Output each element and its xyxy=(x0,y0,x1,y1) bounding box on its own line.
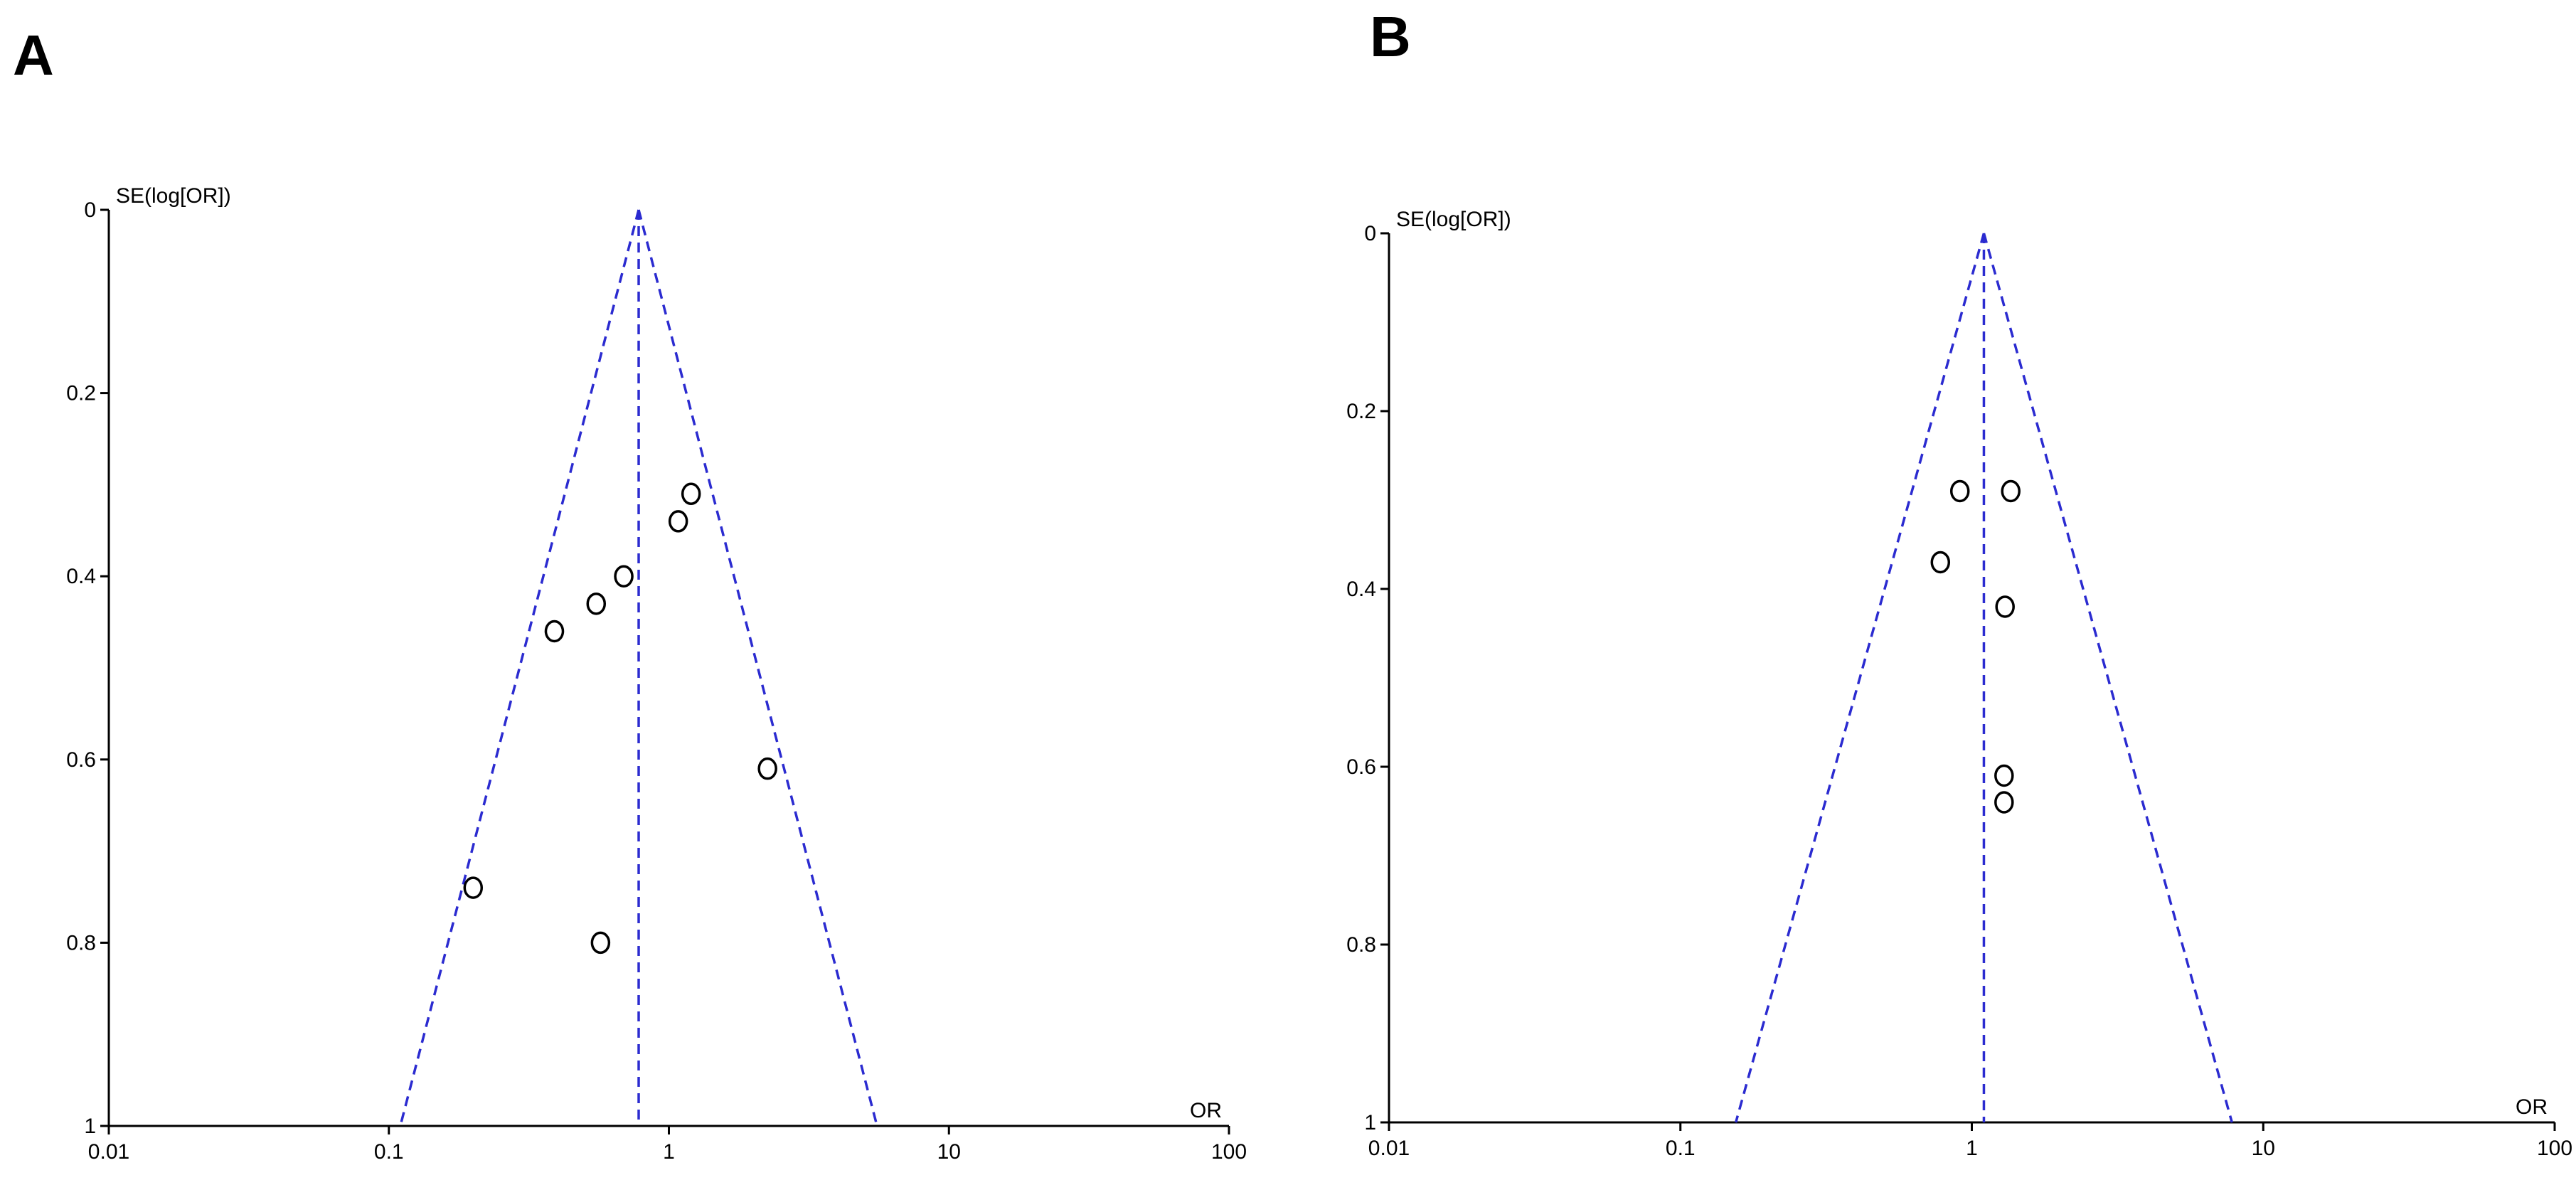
y-tick-label: 0.8 xyxy=(66,931,96,955)
panel-label-a: A xyxy=(13,23,54,87)
y-axis-title: SE(log[OR]) xyxy=(1396,208,1511,231)
study-point xyxy=(1994,791,2014,814)
study-point xyxy=(586,592,607,615)
funnel-left-boundary xyxy=(399,209,640,1127)
y-tick-label: 0 xyxy=(84,198,96,222)
study-point xyxy=(1995,595,2015,618)
study-point xyxy=(757,757,777,780)
x-tick-label: 100 xyxy=(1211,1140,1247,1164)
y-tick-label: 0.2 xyxy=(1346,400,1376,423)
y-tick-label: 0.4 xyxy=(66,565,96,588)
funnel-left-boundary xyxy=(1734,233,1986,1123)
x-tick-label: 1 xyxy=(1966,1137,1978,1160)
x-tick-label: 0.01 xyxy=(88,1140,129,1164)
funnel-plot-a: 0.01 0.1 1 10 100 0 0.2 0.4 0.6 0.8 1 SE(log[OR]) OR xyxy=(66,184,1247,1164)
study-point xyxy=(1930,551,1951,574)
x-tick-label: 100 xyxy=(2537,1137,2572,1160)
panel-label-b: B xyxy=(1370,5,1411,68)
y-tick-label: 1 xyxy=(1364,1111,1376,1134)
x-axis-title: OR xyxy=(2516,1095,2548,1119)
study-point xyxy=(544,620,565,643)
y-tick-label: 0.8 xyxy=(1346,933,1376,957)
x-tick-label: 0.1 xyxy=(1666,1137,1696,1160)
x-tick-label: 10 xyxy=(937,1140,961,1164)
funnel-right-boundary xyxy=(1982,233,2233,1123)
x-tick-label: 1 xyxy=(663,1140,675,1164)
x-axis-title: OR xyxy=(1190,1099,1222,1122)
study-point xyxy=(614,565,634,588)
study-point xyxy=(668,510,688,533)
study-point xyxy=(681,482,701,506)
study-point xyxy=(1949,479,1970,503)
study-point xyxy=(1994,764,2014,787)
y-tick-label: 0 xyxy=(1364,222,1376,245)
study-point xyxy=(590,931,611,955)
x-tick-label: 10 xyxy=(2252,1137,2275,1160)
x-tick-label: 0.01 xyxy=(1368,1137,1410,1160)
y-tick-label: 0.2 xyxy=(66,382,96,405)
y-axis-title: SE(log[OR]) xyxy=(116,184,231,208)
x-tick-label: 0.1 xyxy=(374,1140,404,1164)
y-tick-label: 0.6 xyxy=(1346,755,1376,779)
study-point xyxy=(463,876,484,899)
funnel-right-boundary xyxy=(637,209,878,1127)
y-tick-label: 1 xyxy=(84,1115,96,1138)
study-point xyxy=(2001,479,2021,503)
y-tick-label: 0.6 xyxy=(66,748,96,772)
y-tick-label: 0.4 xyxy=(1346,578,1376,601)
funnel-plot-b: 0.01 0.1 1 10 100 0 0.2 0.4 0.6 0.8 1 SE(log[OR]) OR xyxy=(1346,208,2572,1160)
